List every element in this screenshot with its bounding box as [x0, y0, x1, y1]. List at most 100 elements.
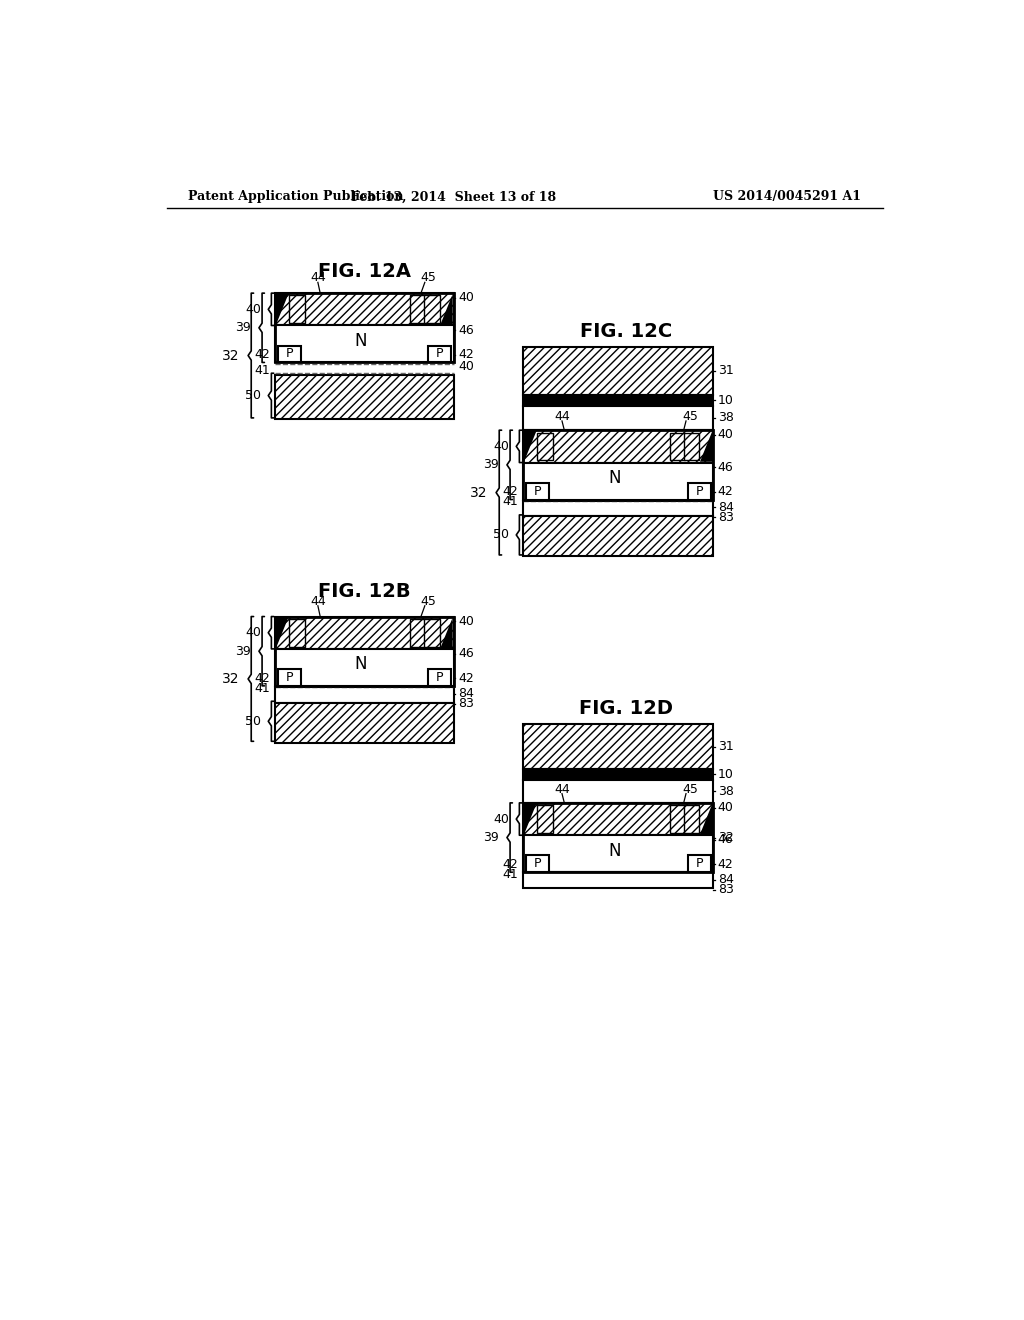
Bar: [428, 669, 452, 686]
Bar: [670, 433, 685, 461]
Text: 32: 32: [718, 832, 733, 843]
Polygon shape: [440, 294, 453, 325]
Text: FIG. 12D: FIG. 12D: [579, 700, 673, 718]
Bar: [523, 873, 713, 887]
Bar: [289, 619, 305, 647]
Bar: [523, 405, 713, 430]
Text: 44: 44: [310, 271, 326, 284]
Text: 41: 41: [503, 495, 518, 508]
Text: P: P: [286, 347, 293, 360]
Bar: [523, 347, 713, 395]
Bar: [275, 293, 454, 326]
Bar: [275, 375, 454, 420]
Bar: [523, 803, 713, 873]
Text: 40: 40: [458, 292, 474, 305]
Text: 40: 40: [458, 615, 474, 628]
Text: FIG. 12A: FIG. 12A: [317, 263, 411, 281]
Text: N: N: [354, 656, 367, 673]
Polygon shape: [440, 618, 453, 648]
Bar: [523, 725, 713, 770]
Text: 45: 45: [682, 409, 697, 422]
Bar: [275, 649, 454, 686]
Text: 42: 42: [503, 858, 518, 871]
Text: 45: 45: [421, 594, 436, 607]
Text: 46: 46: [718, 461, 733, 474]
Polygon shape: [524, 430, 537, 462]
Polygon shape: [700, 430, 713, 462]
Text: 50: 50: [246, 714, 261, 727]
Bar: [275, 688, 454, 702]
Text: 45: 45: [421, 271, 436, 284]
Text: 10: 10: [718, 393, 733, 407]
Text: 38: 38: [718, 412, 733, 425]
Bar: [428, 346, 452, 363]
Text: 44: 44: [554, 783, 570, 796]
Text: 45: 45: [682, 783, 697, 796]
Text: P: P: [286, 671, 293, 684]
Text: N: N: [608, 469, 621, 487]
Text: 31: 31: [718, 364, 733, 378]
Text: 84: 84: [458, 686, 474, 700]
Text: 41: 41: [255, 681, 270, 694]
Text: 50: 50: [246, 389, 261, 403]
Text: P: P: [436, 671, 443, 684]
Text: P: P: [534, 857, 541, 870]
Text: 40: 40: [494, 813, 509, 825]
Text: 10: 10: [718, 768, 733, 781]
Bar: [523, 770, 713, 780]
Bar: [278, 669, 301, 686]
Bar: [275, 326, 454, 363]
Text: 31: 31: [718, 741, 733, 754]
Bar: [523, 836, 713, 873]
Polygon shape: [276, 618, 289, 648]
Text: Patent Application Publication: Patent Application Publication: [188, 190, 403, 203]
Text: FIG. 12B: FIG. 12B: [318, 582, 411, 602]
Bar: [424, 296, 439, 323]
Bar: [523, 430, 713, 499]
Text: 42: 42: [255, 672, 270, 685]
Text: 39: 39: [482, 832, 499, 843]
Text: P: P: [534, 484, 541, 498]
Text: 38: 38: [718, 785, 733, 797]
Bar: [538, 433, 553, 461]
Bar: [410, 296, 426, 323]
Text: 42: 42: [458, 348, 474, 362]
Bar: [275, 293, 454, 363]
Text: 41: 41: [255, 363, 270, 376]
Bar: [684, 805, 699, 833]
Text: 39: 39: [234, 644, 251, 657]
Text: 46: 46: [718, 833, 733, 846]
Text: 42: 42: [458, 672, 474, 685]
Text: 40: 40: [458, 360, 474, 372]
Text: 40: 40: [246, 302, 261, 315]
Polygon shape: [524, 804, 537, 834]
Text: 41: 41: [503, 869, 518, 880]
Text: 83: 83: [458, 697, 474, 710]
Text: P: P: [695, 484, 702, 498]
Text: 83: 83: [718, 883, 733, 896]
Text: 83: 83: [718, 511, 733, 524]
Text: 46: 46: [458, 323, 474, 337]
Bar: [275, 616, 454, 649]
Text: 44: 44: [310, 594, 326, 607]
Bar: [289, 296, 305, 323]
Text: 32: 32: [222, 348, 240, 363]
Bar: [523, 516, 713, 557]
Bar: [523, 395, 713, 405]
Bar: [525, 483, 549, 499]
Text: 39: 39: [482, 458, 499, 471]
Text: 40: 40: [246, 626, 261, 639]
Bar: [523, 803, 713, 836]
Bar: [410, 619, 426, 647]
Bar: [670, 805, 685, 833]
Text: 39: 39: [234, 321, 251, 334]
Bar: [523, 780, 713, 803]
Bar: [424, 619, 439, 647]
Text: Feb. 13, 2014  Sheet 13 of 18: Feb. 13, 2014 Sheet 13 of 18: [351, 190, 556, 203]
Text: P: P: [436, 347, 443, 360]
Text: 84: 84: [718, 500, 733, 513]
Text: 84: 84: [718, 874, 733, 887]
Bar: [523, 430, 713, 462]
Polygon shape: [276, 294, 289, 325]
Bar: [278, 346, 301, 363]
